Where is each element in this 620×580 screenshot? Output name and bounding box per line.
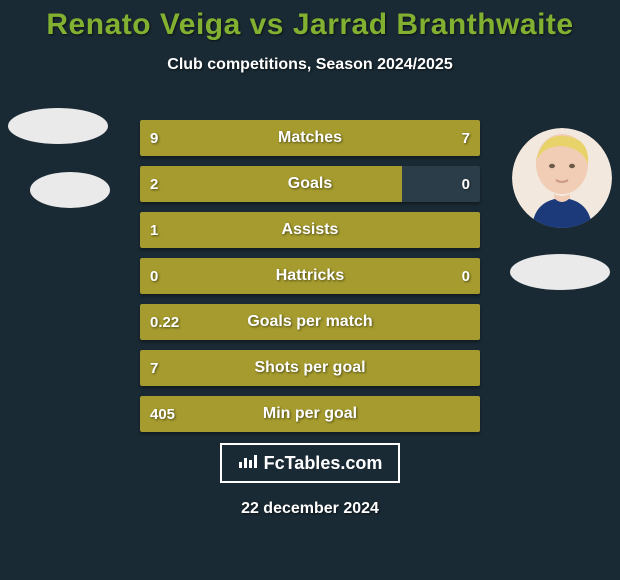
stat-value-left: 2 [150, 166, 158, 202]
subtitle: Club competitions, Season 2024/2025 [0, 56, 620, 74]
player-left-club-badge [30, 172, 110, 208]
stat-label: Goals per match [140, 304, 480, 340]
brand-badge[interactable]: FcTables.com [220, 443, 400, 483]
stat-label: Matches [140, 120, 480, 156]
stat-value-left: 9 [150, 120, 158, 156]
stat-label: Min per goal [140, 396, 480, 432]
stat-label: Hattricks [140, 258, 480, 294]
stat-value-right: 7 [462, 120, 470, 156]
stat-row: Hattricks0 0 [140, 258, 480, 294]
avatar-circle [512, 128, 612, 228]
chart-icon [238, 453, 258, 474]
page-title: Renato Veiga vs Jarrad Branthwaite [0, 0, 620, 42]
stat-value-right: 0 [462, 166, 470, 202]
player-right-club-badge [510, 254, 610, 290]
stat-value-left: 0.22 [150, 304, 179, 340]
stat-value-left: 0 [150, 258, 158, 294]
stat-row: Matches9 7 [140, 120, 480, 156]
stat-value-left: 7 [150, 350, 158, 386]
stat-row: Goals per match0.22 [140, 304, 480, 340]
stat-value-right: 0 [462, 258, 470, 294]
face-icon [512, 128, 612, 228]
stat-row: Shots per goal7 [140, 350, 480, 386]
comparison-card: Renato Veiga vs Jarrad Branthwaite Club … [0, 0, 620, 580]
brand-text: FcTables.com [264, 453, 383, 474]
stat-bars: Matches97Goals20Assists1Hattricks00Goals… [140, 120, 480, 442]
stat-label: Assists [140, 212, 480, 248]
stat-row: Goals2 0 [140, 166, 480, 202]
stat-value-left: 1 [150, 212, 158, 248]
stat-value-left: 405 [150, 396, 175, 432]
ellipse-placeholder [8, 108, 108, 144]
stat-label: Shots per goal [140, 350, 480, 386]
player-right-avatar [512, 128, 612, 228]
footer-date: 22 december 2024 [0, 500, 620, 518]
stat-row: Min per goal405 [140, 396, 480, 432]
stat-label: Goals [140, 166, 480, 202]
stat-row: Assists1 [140, 212, 480, 248]
